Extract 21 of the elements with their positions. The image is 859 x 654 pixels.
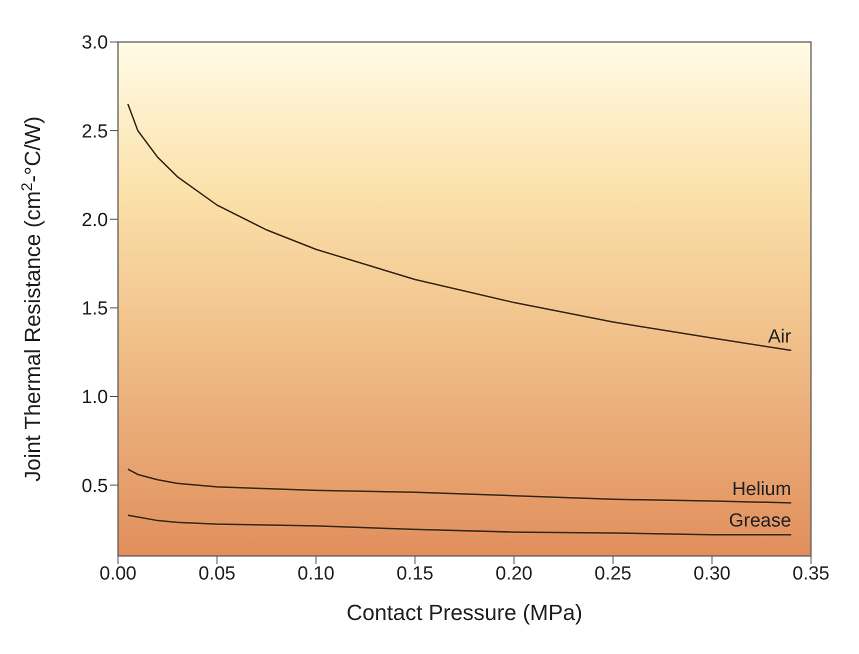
x-tick-label: 0.00 (100, 563, 136, 584)
x-tick-label: 0.20 (496, 563, 532, 584)
line-series (127, 514, 792, 536)
series-label: Grease (728, 510, 792, 532)
x-tick-label: 0.30 (694, 563, 730, 584)
x-tick-label: 0.35 (792, 563, 830, 584)
x-tick-label: 0.15 (396, 563, 434, 584)
y-tick-label: 3.0 (82, 32, 108, 54)
line-series (127, 468, 792, 504)
y-tick-label: 2.5 (82, 121, 108, 142)
y-tick-label: 1.5 (82, 298, 108, 320)
x-tick-label: 0.25 (594, 563, 632, 584)
series-label: Air (768, 326, 792, 348)
x-axis-title: Contact Pressure (MPa) (346, 600, 582, 625)
x-tick-label: 0.05 (198, 563, 236, 584)
series-label: Helium (732, 478, 792, 500)
line-series (127, 103, 792, 352)
y-tick-label: 0.5 (82, 476, 108, 497)
y-tick-label: 1.0 (82, 387, 108, 408)
y-tick-label: 2.0 (82, 210, 108, 231)
x-tick-label: 0.10 (298, 563, 334, 584)
